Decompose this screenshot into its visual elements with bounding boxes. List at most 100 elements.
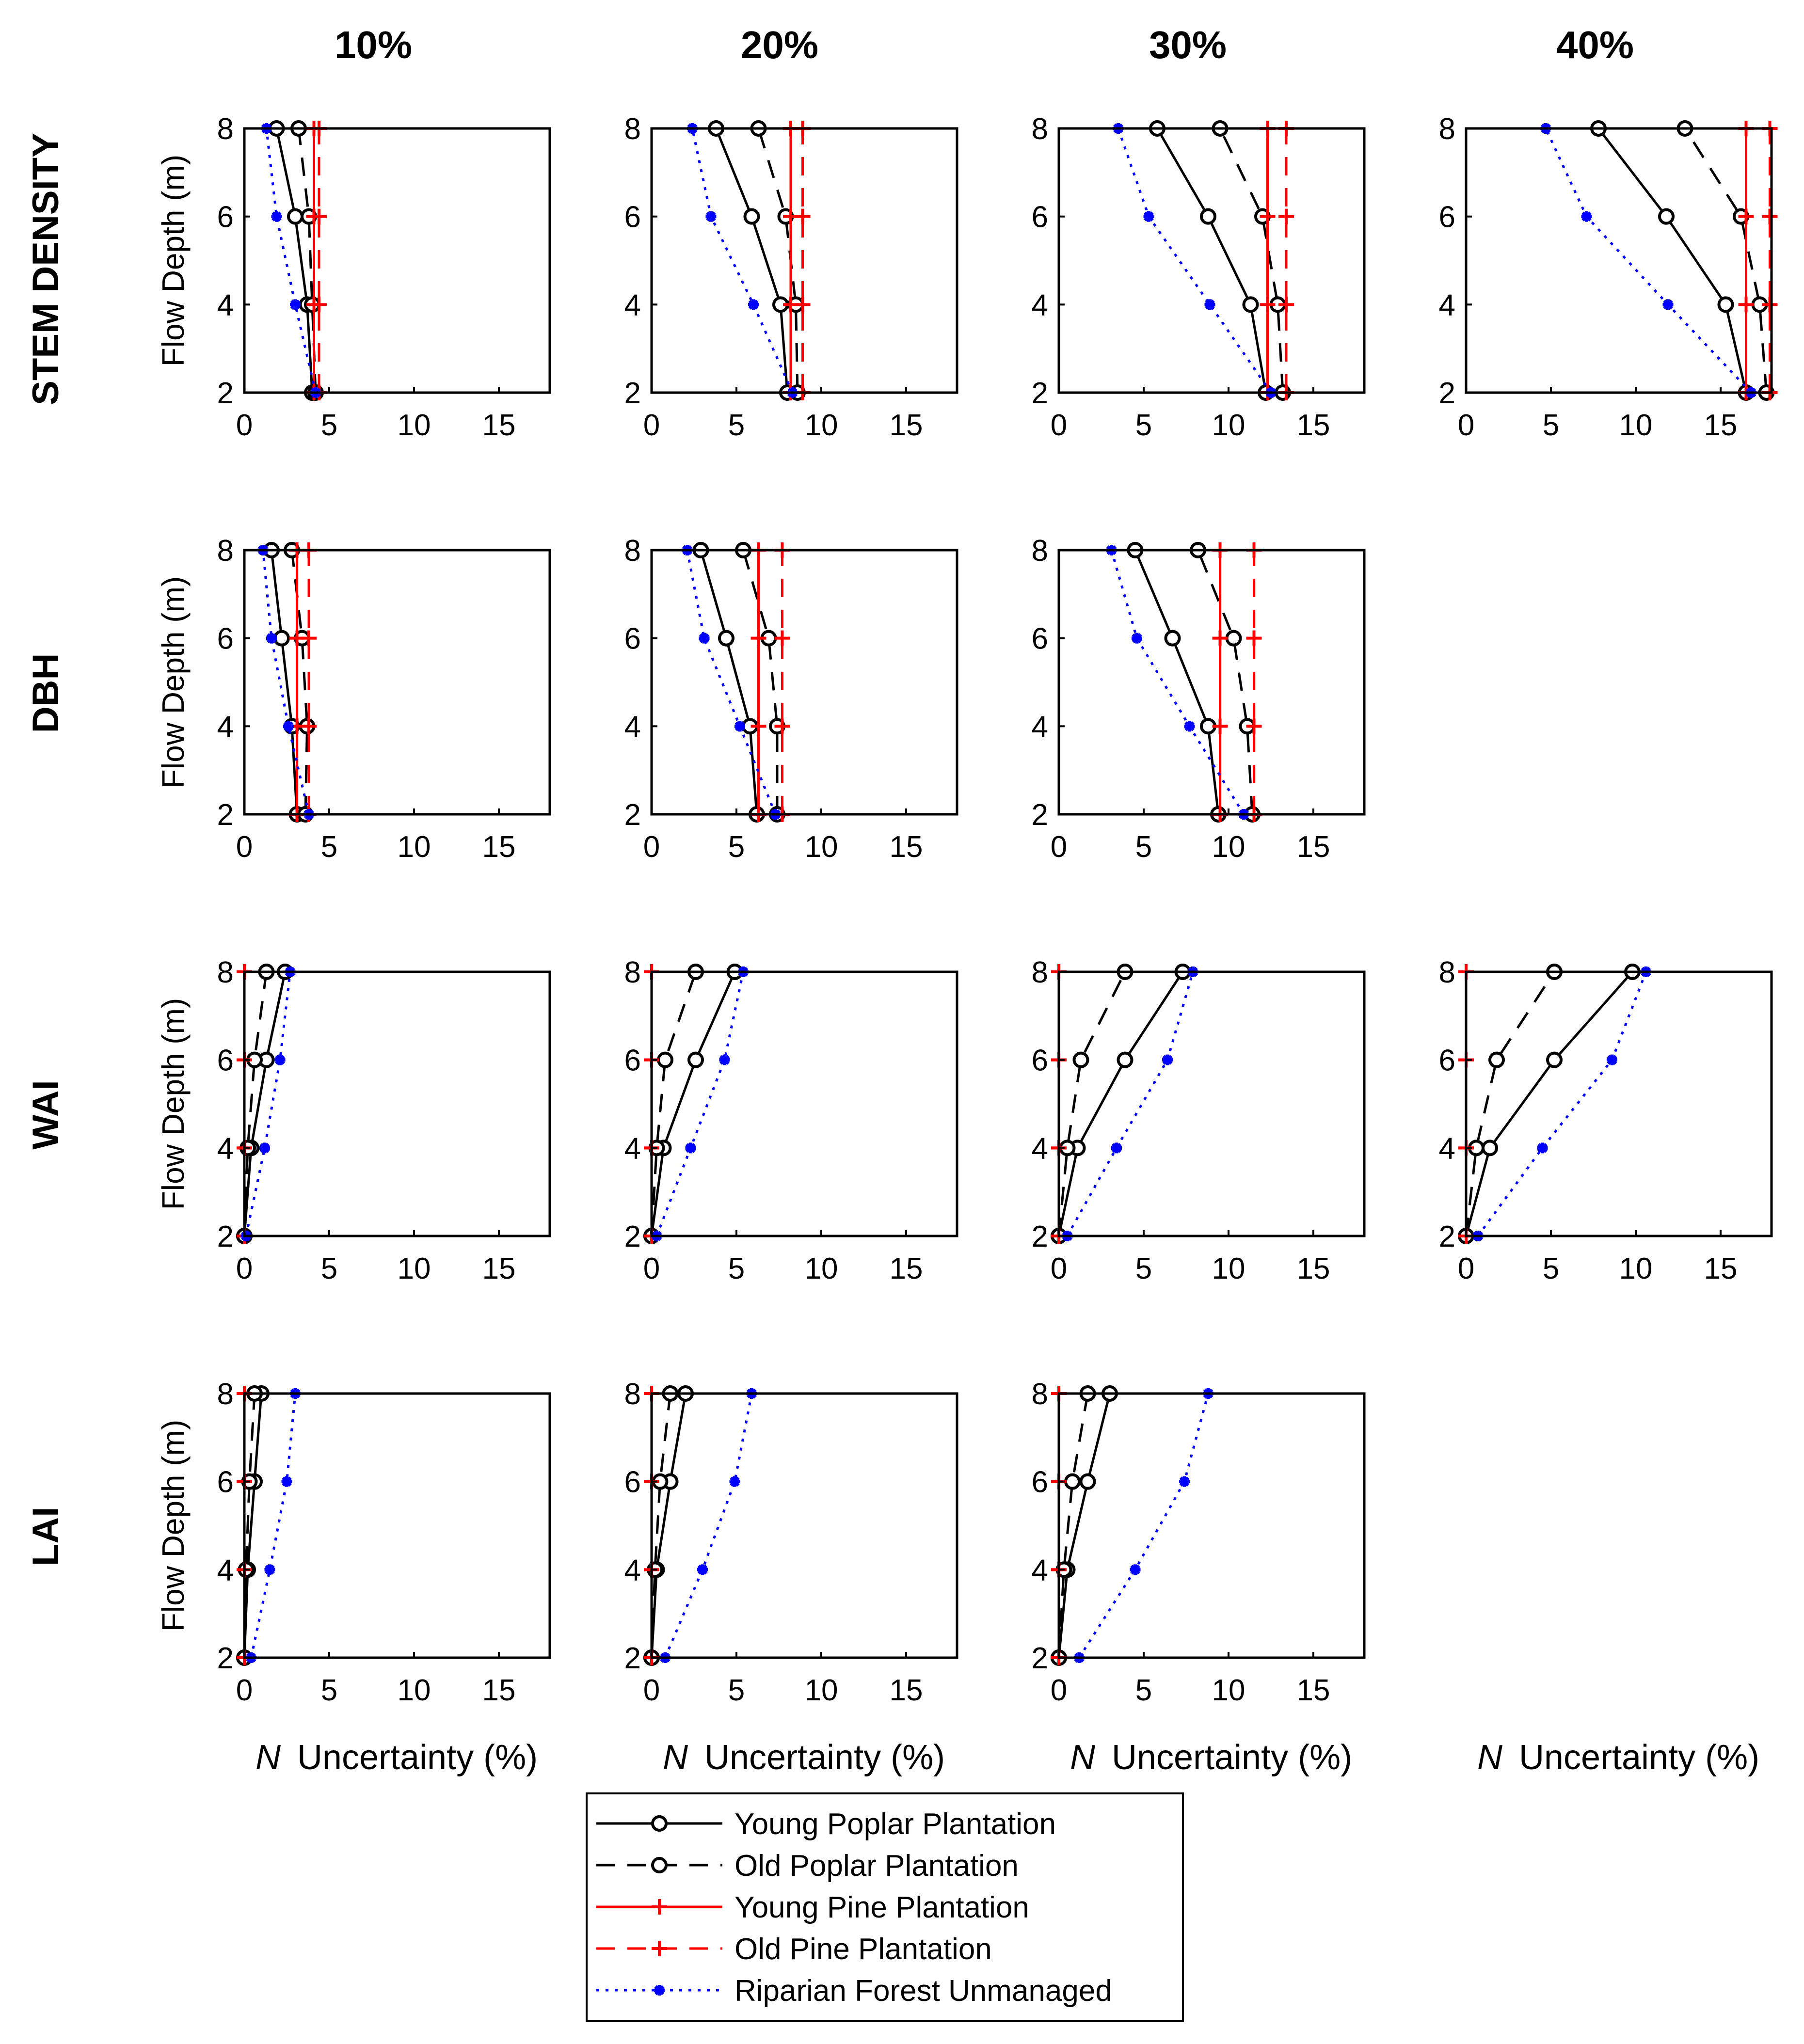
chart-panel-r0-c0: 0 5 10 15 2 4 6 8 Flow Depth (m) bbox=[156, 112, 551, 442]
axes-box bbox=[1057, 127, 1366, 394]
y-tick-label: 8 bbox=[217, 112, 234, 146]
y-axis-label: Flow Depth (m) bbox=[156, 1420, 191, 1632]
y-tick-label: 8 bbox=[1032, 956, 1048, 989]
chart-panel-r0-c1: 0 5 10 15 2 4 6 8 bbox=[624, 112, 958, 442]
x-axis-label-italic: N bbox=[255, 1738, 281, 1777]
data-point bbox=[657, 1051, 673, 1068]
column-header-40: 40% bbox=[1556, 23, 1634, 66]
legend-marker bbox=[651, 1815, 668, 1832]
x-tick-label: 10 bbox=[1619, 409, 1653, 442]
series-old-poplar-plantation bbox=[643, 1385, 679, 1666]
data-point bbox=[1738, 208, 1754, 224]
data-point bbox=[264, 1564, 275, 1575]
x-tick-label: 15 bbox=[890, 409, 923, 442]
data-point bbox=[1762, 297, 1778, 313]
row-header-stem-density: STEM DENSITY bbox=[25, 133, 66, 405]
legend-item: Old Poplar Plantation bbox=[596, 1849, 1019, 1883]
legend-item: Riparian Forest Unmanaged bbox=[596, 1974, 1112, 2008]
data-point bbox=[1212, 630, 1228, 646]
series-line bbox=[275, 128, 314, 393]
y-tick-label: 2 bbox=[1439, 377, 1455, 410]
data-point bbox=[1246, 630, 1262, 646]
chart-panel-r1-c1: 0 5 10 15 2 4 6 8 bbox=[624, 534, 958, 864]
series-line bbox=[1057, 971, 1126, 1236]
axes-box bbox=[650, 549, 958, 816]
x-axis-label-italic: N bbox=[1070, 1738, 1096, 1777]
x-axis-labels: N Uncertainty (%) N Uncertainty (%) N Uncer… bbox=[255, 1738, 1759, 1777]
x-axis-label-text: Uncertainty (%) bbox=[704, 1738, 945, 1777]
data-point bbox=[271, 211, 282, 222]
plot-area bbox=[244, 128, 550, 393]
x-tick-label: 0 bbox=[1051, 409, 1067, 442]
y-axis-label: Flow Depth (m) bbox=[156, 998, 191, 1210]
legend-label: Old Poplar Plantation bbox=[734, 1849, 1019, 1883]
column-header-10: 10% bbox=[335, 23, 412, 66]
y-axis-label: Flow Depth (m) bbox=[156, 155, 191, 366]
plot-area bbox=[1466, 972, 1772, 1236]
series-line bbox=[245, 971, 291, 1236]
series-line bbox=[1057, 1393, 1089, 1658]
data-point bbox=[1278, 297, 1294, 313]
y-tick-label: 6 bbox=[624, 1044, 641, 1077]
y-tick-label: 2 bbox=[624, 798, 641, 832]
data-point bbox=[1184, 721, 1195, 732]
y-tick-label: 2 bbox=[624, 1220, 641, 1253]
data-point bbox=[1242, 296, 1259, 313]
data-point bbox=[1607, 1054, 1617, 1065]
data-point bbox=[1658, 208, 1675, 225]
y-tick-label: 6 bbox=[1032, 622, 1048, 656]
x-axis-label-text: Uncertainty (%) bbox=[1112, 1738, 1352, 1777]
data-point bbox=[290, 299, 301, 310]
data-point bbox=[795, 208, 811, 224]
x-tick-label: 10 bbox=[805, 830, 838, 864]
row-header-dbh: DBH bbox=[25, 653, 66, 733]
chart-panel-r3-c2: 0 5 10 15 2 4 6 8 bbox=[1032, 1378, 1366, 1707]
y-tick-label: 8 bbox=[624, 112, 641, 146]
axes-box bbox=[1057, 549, 1366, 816]
legend: Young Poplar Plantation Old Poplar Planta… bbox=[586, 1792, 1184, 2022]
x-axis-label-col-3: N Uncertainty (%) bbox=[1477, 1738, 1759, 1777]
data-point bbox=[1537, 1142, 1548, 1154]
plot-area bbox=[1059, 128, 1364, 393]
legend-label: Riparian Forest Unmanaged bbox=[734, 1974, 1112, 2008]
legend-item: Old Pine Plantation bbox=[596, 1933, 992, 1966]
y-tick-label: 8 bbox=[1032, 534, 1048, 568]
x-tick-label: 15 bbox=[482, 409, 516, 442]
y-tick-label: 6 bbox=[624, 622, 641, 656]
x-axis-label-col-1: N Uncertainty (%) bbox=[663, 1738, 945, 1777]
y-tick-label: 2 bbox=[624, 377, 641, 410]
axes-box bbox=[1465, 970, 1773, 1237]
data-point bbox=[748, 299, 759, 310]
data-point bbox=[281, 1476, 292, 1487]
plot-area bbox=[652, 1394, 957, 1658]
y-tick-label: 6 bbox=[217, 1466, 234, 1499]
series-line bbox=[715, 128, 789, 393]
plot-area bbox=[1059, 1394, 1364, 1658]
y-tick-label: 4 bbox=[217, 1553, 234, 1587]
x-axis-label-italic: N bbox=[663, 1738, 688, 1777]
data-point bbox=[1162, 1054, 1173, 1065]
y-tick-label: 4 bbox=[1439, 1132, 1455, 1165]
data-point bbox=[287, 208, 303, 225]
plot-area bbox=[1059, 972, 1364, 1236]
x-tick-label: 0 bbox=[1051, 830, 1067, 864]
data-point bbox=[1278, 208, 1294, 224]
data-point bbox=[1079, 1473, 1096, 1490]
column-header-30: 30% bbox=[1149, 23, 1227, 66]
data-point bbox=[1662, 299, 1674, 310]
x-tick-label: 0 bbox=[643, 1674, 660, 1707]
y-tick-label: 4 bbox=[624, 1132, 641, 1165]
y-tick-label: 2 bbox=[1439, 1220, 1455, 1253]
x-tick-label: 15 bbox=[482, 1674, 516, 1707]
legend-marker bbox=[651, 1857, 668, 1873]
y-tick-label: 8 bbox=[217, 1378, 234, 1411]
axes-box bbox=[243, 1392, 551, 1659]
series-line bbox=[1197, 550, 1254, 815]
x-tick-label: 10 bbox=[398, 1252, 431, 1285]
y-tick-label: 4 bbox=[1439, 288, 1455, 322]
column-headers: 10% 20% 30% 40% bbox=[335, 23, 1634, 66]
plot-area bbox=[652, 972, 957, 1236]
y-tick-label: 6 bbox=[1032, 1466, 1048, 1499]
x-tick-label: 5 bbox=[728, 1674, 745, 1707]
plot-area bbox=[244, 550, 550, 814]
